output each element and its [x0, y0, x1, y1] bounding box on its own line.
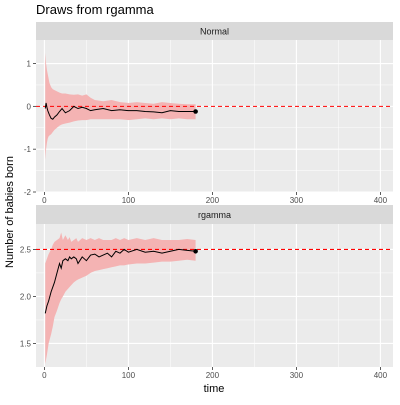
facet-panel-0: Normal -2 -1 0 1 0 100 200 300 400 [24, 22, 393, 205]
series-endpoint [193, 248, 198, 254]
x-tick-label: 0 [42, 196, 47, 205]
y-tick-label: 2.5 [20, 245, 32, 254]
x-tick-label: 300 [290, 196, 304, 205]
x-axis-label: time [204, 383, 225, 395]
x-tick-label: 100 [122, 371, 136, 380]
facet-panel-1: rgamma 1.5 2.0 2.5 0 100 200 300 400 [20, 205, 393, 380]
strip-label: Normal [200, 27, 229, 37]
x-tick-label: 200 [206, 196, 220, 205]
chart-title: Draws from rgamma [36, 2, 155, 17]
y-tick-label: -2 [24, 188, 32, 197]
y-tick-label: 0 [27, 102, 32, 111]
series-line [44, 102, 196, 120]
x-tick-label: 200 [206, 371, 220, 380]
x-tick-label: 0 [42, 371, 47, 380]
strip-label: rgamma [198, 210, 231, 220]
y-tick-label: -1 [24, 145, 32, 154]
confidence-ribbon [45, 232, 196, 365]
y-tick-label: 1.5 [20, 339, 32, 348]
x-tick-label: 100 [122, 196, 136, 205]
x-tick-label: 300 [290, 371, 304, 380]
x-tick-label: 400 [374, 196, 388, 205]
y-tick-label: 2.0 [20, 292, 32, 301]
x-tick-label: 400 [374, 371, 388, 380]
facet-panels: Normal -2 -1 0 1 0 100 200 300 400 rgamma 1.5 2.0 2.5… [20, 22, 393, 380]
series-line [44, 248, 196, 314]
y-tick-label: 1 [27, 60, 32, 69]
y-axis-label: Number of babies born [4, 156, 16, 268]
series-endpoint [193, 109, 198, 114]
strip-background [36, 205, 393, 224]
strip-background [36, 22, 393, 40]
